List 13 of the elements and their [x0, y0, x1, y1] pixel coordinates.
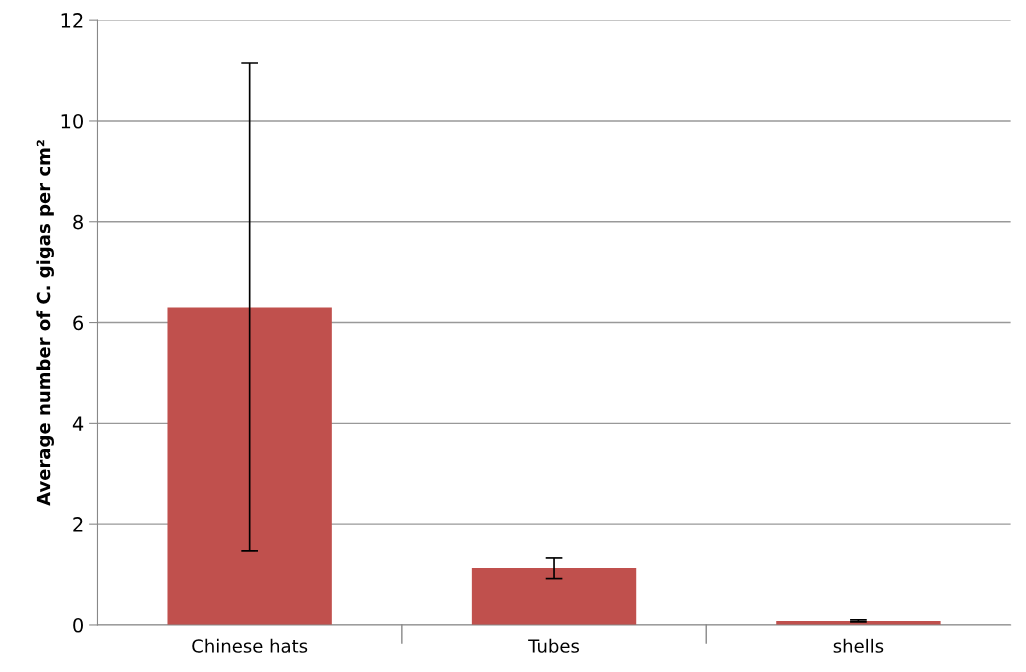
bar [471, 568, 637, 625]
x-tick-label: Chinese hats [192, 638, 308, 653]
y-axis-title: Average number of C. gigas per cm² [36, 140, 54, 506]
y-tick-label: 2 [73, 517, 83, 532]
bar [167, 307, 332, 625]
y-tick-label: 6 [73, 315, 84, 331]
x-tick-label: shells [833, 638, 884, 653]
y-tick-label: 4 [72, 416, 84, 431]
y-tick-label: 10 [61, 113, 83, 129]
y-tick-label: 0 [73, 617, 83, 633]
y-tick-label: 12 [61, 13, 83, 28]
x-tick-label: Tubes [528, 638, 580, 653]
y-tick-label: 8 [73, 214, 83, 230]
